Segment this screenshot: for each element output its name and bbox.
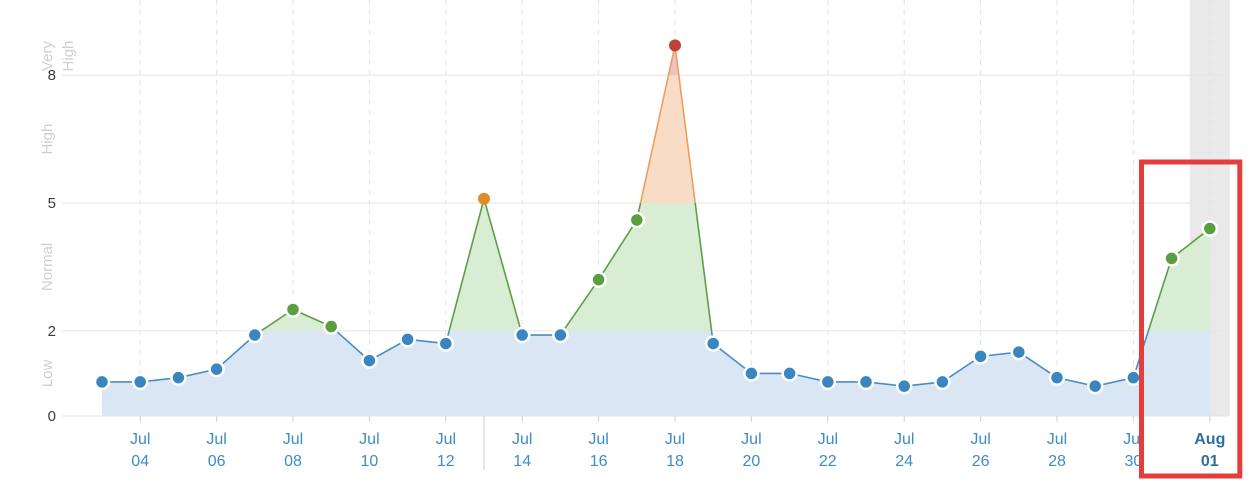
highlight-box: [1139, 159, 1243, 479]
data-point: [1086, 377, 1104, 395]
data-point: [1048, 369, 1066, 386]
zone-fill-high: [102, 75, 1210, 203]
x-tick-day: 18: [666, 453, 684, 470]
data-point: [669, 39, 681, 52]
x-tick-month: Jul: [206, 431, 226, 448]
data-point: [934, 373, 951, 391]
y-tick-label: 5: [48, 195, 56, 212]
x-tick-day: 12: [437, 453, 455, 470]
data-point: [93, 373, 111, 391]
x-tick-month: Jul: [818, 431, 838, 448]
x-tick-day: 01: [1201, 453, 1219, 470]
data-point: [1125, 369, 1142, 386]
x-tick-day: 24: [895, 453, 913, 470]
x-tick-month: Jul: [588, 431, 608, 448]
data-point: [513, 326, 531, 344]
x-tick-day: 14: [513, 453, 531, 470]
data-point: [284, 301, 302, 318]
x-tick-day: 28: [1048, 453, 1066, 470]
zone-label: Normal: [39, 243, 56, 291]
x-tick-day: 10: [361, 453, 379, 470]
x-tick-month: Jul: [894, 431, 914, 448]
data-point: [972, 348, 989, 365]
data-point: [131, 373, 149, 391]
x-tick-month: Jul: [970, 431, 990, 448]
x-tick-month: Jul: [283, 431, 303, 448]
series-line-segment: [448, 202, 484, 332]
data-point: [743, 365, 760, 382]
zone-label: High: [39, 124, 56, 155]
zone-label: Very: [39, 41, 56, 72]
data-point: [819, 373, 837, 391]
data-point: [628, 211, 646, 229]
y-tick-label: 8: [48, 67, 56, 84]
data-point: [552, 326, 569, 344]
series-line-segment: [216, 334, 256, 370]
x-tick-month: Jul: [512, 431, 532, 448]
x-tick-month: Jul: [436, 431, 456, 448]
y-tick-label: 2: [48, 323, 56, 340]
data-point: [399, 331, 416, 348]
series-line-segment: [639, 45, 676, 204]
x-tick-month: Jul: [130, 431, 150, 448]
series-line-segment: [484, 202, 522, 332]
x-tick-month: Jul: [1047, 431, 1067, 448]
data-point: [322, 318, 340, 335]
series-line-segment: [562, 279, 600, 332]
data-point: [170, 369, 187, 386]
x-tick-month: Jul: [359, 431, 379, 448]
series-line-segment: [597, 219, 638, 281]
data-point: [895, 377, 913, 395]
x-tick-day: 06: [208, 453, 226, 470]
x-tick-month: Jul: [1123, 431, 1143, 448]
zone-fill-normal: [102, 203, 1210, 331]
x-tick-day: 08: [284, 453, 302, 470]
data-point: [781, 365, 798, 382]
zone-fill-low: [102, 330, 1210, 416]
data-point: [208, 360, 225, 378]
data-point: [246, 326, 264, 344]
x-tick-day: 26: [972, 453, 990, 470]
x-tick-month: Jul: [665, 431, 685, 448]
zone-label: High: [60, 41, 77, 72]
data-point: [361, 352, 378, 369]
y-tick-label: 0: [48, 408, 56, 425]
data-point: [1163, 250, 1180, 267]
x-tick-month: Jul: [741, 431, 761, 448]
x-tick-day: 22: [819, 453, 837, 470]
x-tick-day: 16: [590, 453, 608, 470]
data-point: [1010, 343, 1028, 361]
x-tick-day: 04: [131, 453, 149, 470]
series-line-segment: [674, 45, 696, 204]
series-line-segment: [694, 202, 713, 331]
data-point: [437, 335, 455, 352]
x-tick-day: 30: [1125, 453, 1143, 470]
data-point: [857, 373, 875, 391]
data-point: [478, 192, 490, 205]
zone-fill-very-high: [102, 45, 1210, 76]
x-tick-month: Aug: [1194, 431, 1225, 448]
series-line-segment: [1147, 258, 1173, 332]
x-tick-day: 20: [743, 453, 761, 470]
data-point: [590, 271, 607, 288]
zone-label: Low: [39, 359, 56, 387]
data-point: [704, 335, 722, 352]
data-point: [1201, 220, 1219, 237]
area-fill: [102, 45, 1210, 416]
